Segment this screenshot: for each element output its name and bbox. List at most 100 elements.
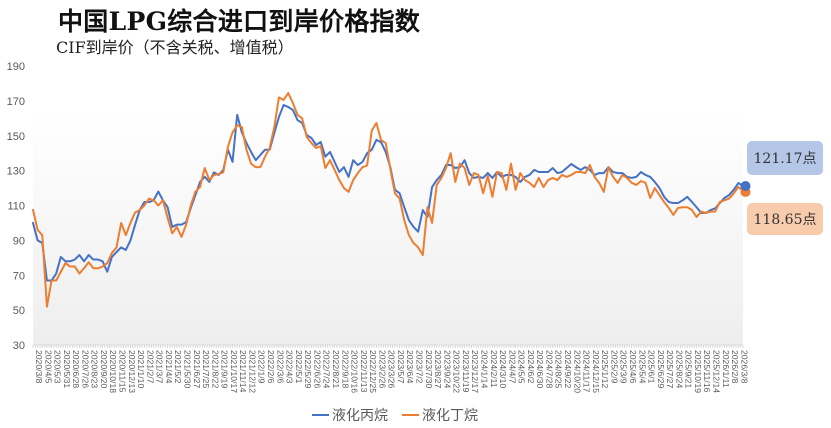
x-tick-label: 2024/5/5 bbox=[517, 350, 527, 384]
x-tick-label: 2023/3/26 bbox=[387, 350, 397, 388]
legend-item-propane[interactable]: 液化丙烷 bbox=[312, 406, 388, 424]
x-tick-label: 2023/6/4 bbox=[405, 350, 415, 384]
x-tick-label: 2024/6/30 bbox=[535, 350, 545, 388]
x-tick-label: 2021/5/2 bbox=[173, 350, 183, 384]
x-tick-label: 2024/8/25 bbox=[554, 350, 564, 388]
x-tick-label: 2020/12/13 bbox=[127, 350, 137, 393]
x-tick-label: 2024/6/2 bbox=[526, 350, 536, 384]
x-tick-label: 2025/8/24 bbox=[674, 350, 684, 388]
y-axis: 190 170 150 130 110 90 70 50 30 bbox=[7, 61, 25, 352]
x-tick-label: 2022/4/3 bbox=[285, 350, 295, 384]
x-tick-label: 2024/3/10 bbox=[498, 350, 508, 388]
x-tick-label: 2020/5/3 bbox=[53, 350, 63, 384]
propane-end-marker bbox=[740, 181, 751, 192]
legend-label-butane: 液化丁烷 bbox=[422, 407, 478, 423]
x-tick-label: 2025/6/1 bbox=[647, 350, 657, 384]
chart-subtitle: CIF到岸价（不含关税、增值税） bbox=[56, 38, 294, 57]
x-tick-label: 2026/2/8 bbox=[730, 350, 740, 384]
butane-line-swatch-icon bbox=[402, 414, 419, 416]
x-tick-label: 2023/2/26 bbox=[377, 350, 387, 388]
x-tick-label: 2020/5/31 bbox=[62, 350, 72, 388]
x-tick-label: 2022/10/16 bbox=[350, 350, 360, 393]
x-tick-label: 2024/4/7 bbox=[507, 350, 517, 384]
x-tick-label: 2020/11/15 bbox=[118, 350, 128, 393]
x-tick-label: 2020/8/23 bbox=[90, 350, 100, 388]
x-tick-label: 2024/10/20 bbox=[572, 350, 582, 393]
x-tick-label: 2023/11/19 bbox=[461, 350, 471, 393]
y-tick-label: 30 bbox=[13, 340, 25, 352]
legend-label-propane: 液化丙烷 bbox=[332, 407, 388, 423]
x-tick-label: 2025/2/9 bbox=[609, 350, 619, 384]
x-tick-label: 2025/1/12 bbox=[600, 350, 610, 388]
y-tick-label: 190 bbox=[7, 61, 25, 73]
x-tick-label: 2026/1/11 bbox=[721, 350, 731, 388]
x-tick-label: 2020/10/18 bbox=[108, 350, 118, 393]
chart-title: 中国LPG综合进口到岸价格指数 bbox=[58, 7, 421, 36]
x-tick-label: 2024/12/15 bbox=[591, 350, 601, 393]
plot-area-background bbox=[33, 112, 743, 345]
butane-latest-value: 118.65点 bbox=[753, 212, 817, 228]
y-tick-label: 70 bbox=[13, 270, 25, 282]
x-tick-label: 2020/6/28 bbox=[71, 350, 81, 388]
x-tick-label: 2022/11/13 bbox=[359, 350, 369, 393]
y-tick-label: 110 bbox=[7, 201, 25, 213]
x-tick-label: 2024/1/14 bbox=[479, 350, 489, 388]
x-tick-label: 2025/5/4 bbox=[637, 350, 647, 384]
x-tick-label: 2023/7/30 bbox=[424, 350, 434, 388]
x-tick-label: 2024/2/11 bbox=[489, 350, 499, 388]
x-tick-label: 2020/4/5 bbox=[43, 350, 53, 384]
x-tick-label: 2021/5/30 bbox=[182, 350, 192, 388]
x-tick-label: 2021/10/17 bbox=[229, 350, 239, 393]
x-axis: 2020/3/8 2020/4/5 2020/5/3 2020/5/31 2020/6/… bbox=[32, 344, 749, 393]
y-tick-label: 130 bbox=[7, 166, 25, 178]
x-tick-label: 2025/6/29 bbox=[656, 350, 666, 388]
x-tick-label: 2025/10/19 bbox=[693, 350, 703, 393]
x-tick-label: 2021/2/7 bbox=[145, 350, 155, 384]
y-tick-label: 170 bbox=[7, 96, 25, 108]
chart-legend: 液化丙烷 液化丁烷 bbox=[312, 406, 478, 424]
butane-line bbox=[32, 92, 744, 308]
x-tick-label: 2021/4/4 bbox=[164, 350, 174, 384]
y-tick-label: 90 bbox=[13, 235, 25, 247]
x-tick-label: 2025/11/16 bbox=[702, 350, 712, 393]
x-tick-label: 2022/3/6 bbox=[275, 350, 285, 384]
x-tick-label: 2021/8/22 bbox=[210, 350, 220, 388]
x-tick-label: 2025/12/14 bbox=[712, 350, 722, 393]
x-tick-label: 2021/12/12 bbox=[247, 350, 257, 393]
x-tick-label: 2020/9/20 bbox=[99, 350, 109, 388]
x-tick-label: 2022/9/18 bbox=[340, 350, 350, 388]
x-tick-label: 2025/7/27 bbox=[665, 350, 675, 388]
x-tick-label: 2023/5/7 bbox=[396, 350, 406, 384]
y-tick-label: 150 bbox=[7, 131, 25, 143]
x-tick-label: 2023/9/24 bbox=[442, 350, 452, 388]
x-tick-label: 2025/4/6 bbox=[628, 350, 638, 384]
x-tick-label: 2026/3/8 bbox=[739, 350, 749, 384]
x-tick-label: 2024/11/17 bbox=[582, 350, 592, 393]
legend-item-butane[interactable]: 液化丁烷 bbox=[402, 406, 478, 424]
x-tick-label: 2024/7/28 bbox=[544, 350, 554, 388]
x-tick-label: 2025/9/21 bbox=[684, 350, 694, 388]
x-tick-label: 2022/8/21 bbox=[331, 350, 341, 388]
x-tick-label: 2022/5/29 bbox=[303, 350, 313, 388]
x-tick-label: 2021/11/14 bbox=[238, 350, 248, 393]
propane-latest-value: 121.17点 bbox=[753, 151, 817, 167]
x-tick-label: 2022/5/1 bbox=[294, 350, 304, 384]
butane-latest-callout: 118.65点 bbox=[747, 203, 823, 235]
x-tick-label: 2021/3/7 bbox=[155, 350, 165, 384]
x-tick-label: 2022/7/24 bbox=[322, 350, 332, 388]
propane-latest-callout: 121.17点 bbox=[747, 141, 823, 175]
x-tick-label: 2022/2/6 bbox=[266, 350, 276, 384]
x-tick-label: 2020/7/26 bbox=[80, 350, 90, 388]
x-tick-label: 2025/3/9 bbox=[619, 350, 629, 384]
x-tick-label: 2021/9/19 bbox=[220, 350, 230, 388]
x-tick-label: 2023/7/2 bbox=[415, 350, 425, 384]
x-tick-label: 2020/3/8 bbox=[34, 350, 44, 384]
series-layer bbox=[32, 92, 744, 308]
x-tick-label: 2021/6/27 bbox=[192, 350, 202, 388]
x-tick-label: 2021/1/10 bbox=[136, 350, 146, 388]
y-tick-label: 50 bbox=[13, 305, 25, 317]
x-tick-label: 2022/12/25 bbox=[368, 350, 378, 393]
x-tick-label: 2022/6/26 bbox=[312, 350, 322, 388]
x-tick-label: 2023/8/27 bbox=[433, 350, 443, 388]
x-tick-label: 2021/7/25 bbox=[201, 350, 211, 388]
